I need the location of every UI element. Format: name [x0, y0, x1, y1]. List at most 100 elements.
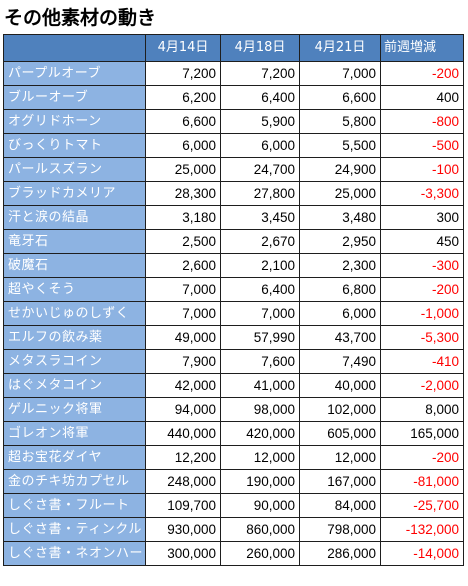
weekly-change-cell: -2,000 — [380, 373, 464, 398]
price-date-3-cell: 84,000 — [299, 493, 381, 518]
price-date-2-cell: 24,700 — [220, 157, 300, 182]
price-date-3-cell: 7,490 — [299, 349, 381, 374]
price-date-1-cell: 6,000 — [145, 133, 221, 158]
header-corner-cell — [3, 34, 146, 62]
item-name-cell: ブラッドカメリア — [3, 181, 146, 206]
price-date-2-cell: 5,900 — [220, 109, 300, 134]
table-row: ゲルニック将軍 94,000 98,000 102,000 8,000 — [3, 397, 464, 422]
price-date-2-cell: 190,000 — [220, 469, 300, 494]
price-date-2-cell: 41,000 — [220, 373, 300, 398]
table-row: 竜牙石 2,500 2,670 2,950 450 — [3, 229, 464, 254]
table-row: ブルーオーブ 6,200 6,400 6,600 400 — [3, 85, 464, 110]
table-row: ブラッドカメリア 28,300 27,800 25,000 -3,300 — [3, 181, 464, 206]
item-name-cell: パールスズラン — [3, 157, 146, 182]
price-date-3-cell: 2,950 — [299, 229, 381, 254]
price-date-2-cell: 27,800 — [220, 181, 300, 206]
price-date-3-cell: 2,300 — [299, 253, 381, 278]
item-name-cell: 超お宝花ダイヤ — [3, 445, 146, 470]
weekly-change-cell: -100 — [380, 157, 464, 182]
price-date-1-cell: 7,000 — [145, 277, 221, 302]
table-row: 金のチキ坊カプセル 248,000 190,000 167,000 -81,000 — [3, 469, 464, 494]
weekly-change-cell: -200 — [380, 277, 464, 302]
price-date-1-cell: 6,200 — [145, 85, 221, 110]
price-date-3-cell: 286,000 — [299, 541, 381, 566]
header-date-3: 4月21日 — [299, 34, 381, 62]
item-name-cell: オグリドホーン — [3, 109, 146, 134]
price-date-2-cell: 2,670 — [220, 229, 300, 254]
weekly-change-cell: -800 — [380, 109, 464, 134]
item-name-cell: ブルーオーブ — [3, 85, 146, 110]
price-date-3-cell: 12,000 — [299, 445, 381, 470]
item-name-cell: 破魔石 — [3, 253, 146, 278]
price-date-3-cell: 43,700 — [299, 325, 381, 350]
weekly-change-cell: 400 — [380, 85, 464, 110]
price-date-1-cell: 7,200 — [145, 61, 221, 86]
price-date-2-cell: 420,000 — [220, 421, 300, 446]
price-date-1-cell: 25,000 — [145, 157, 221, 182]
weekly-change-cell: 300 — [380, 205, 464, 230]
price-date-1-cell: 94,000 — [145, 397, 221, 422]
price-date-3-cell: 40,000 — [299, 373, 381, 398]
weekly-change-cell: 450 — [380, 229, 464, 254]
weekly-change-cell: -200 — [380, 61, 464, 86]
item-name-cell: メタスラコイン — [3, 349, 146, 374]
price-date-1-cell: 300,000 — [145, 541, 221, 566]
table-row: ゴレオン将軍 440,000 420,000 605,000 165,000 — [3, 421, 464, 446]
price-date-2-cell: 7,000 — [220, 301, 300, 326]
price-date-1-cell: 440,000 — [145, 421, 221, 446]
price-date-3-cell: 6,600 — [299, 85, 381, 110]
weekly-change-cell: 165,000 — [380, 421, 464, 446]
table-row: メタスラコイン 7,900 7,600 7,490 -410 — [3, 349, 464, 374]
price-date-1-cell: 7,000 — [145, 301, 221, 326]
weekly-change-cell: -300 — [380, 253, 464, 278]
header-row: 4月14日 4月18日 4月21日 前週増減 — [3, 34, 464, 62]
item-name-cell: せかいじゅのしずく — [3, 301, 146, 326]
price-date-1-cell: 2,600 — [145, 253, 221, 278]
weekly-change-cell: -200 — [380, 445, 464, 470]
item-name-cell: エルフの飲み薬 — [3, 325, 146, 350]
table-row: びっくりトマト 6,000 6,000 5,500 -500 — [3, 133, 464, 158]
weekly-change-cell: -1,000 — [380, 301, 464, 326]
weekly-change-cell: -5,300 — [380, 325, 464, 350]
price-date-1-cell: 7,900 — [145, 349, 221, 374]
item-name-cell: 超やくそう — [3, 277, 146, 302]
price-date-2-cell: 260,000 — [220, 541, 300, 566]
price-date-1-cell: 42,000 — [145, 373, 221, 398]
price-date-2-cell: 2,100 — [220, 253, 300, 278]
weekly-change-cell: -14,000 — [380, 541, 464, 566]
price-date-3-cell: 102,000 — [299, 397, 381, 422]
table-row: 破魔石 2,600 2,100 2,300 -300 — [3, 253, 464, 278]
table-row: 超お宝花ダイヤ 12,200 12,000 12,000 -200 — [3, 445, 464, 470]
price-date-1-cell: 109,700 — [145, 493, 221, 518]
price-date-2-cell: 7,600 — [220, 349, 300, 374]
header-date-1: 4月14日 — [145, 34, 221, 62]
table-row: オグリドホーン 6,600 5,900 5,800 -800 — [3, 109, 464, 134]
price-date-1-cell: 49,000 — [145, 325, 221, 350]
price-date-1-cell: 6,600 — [145, 109, 221, 134]
price-date-3-cell: 167,000 — [299, 469, 381, 494]
price-date-1-cell: 3,180 — [145, 205, 221, 230]
table-row: せかいじゅのしずく 7,000 7,000 6,000 -1,000 — [3, 301, 464, 326]
item-name-cell: しぐさ書・ティンクル — [3, 517, 146, 542]
table-row: しぐさ書・フルート 109,700 90,000 84,000 -25,700 — [3, 493, 464, 518]
price-date-2-cell: 90,000 — [220, 493, 300, 518]
weekly-change-cell: 8,000 — [380, 397, 464, 422]
price-date-2-cell: 6,000 — [220, 133, 300, 158]
price-date-2-cell: 12,000 — [220, 445, 300, 470]
price-date-3-cell: 25,000 — [299, 181, 381, 206]
price-date-3-cell: 798,000 — [299, 517, 381, 542]
weekly-change-cell: -3,300 — [380, 181, 464, 206]
weekly-change-cell: -25,700 — [380, 493, 464, 518]
material-price-table: 4月14日 4月18日 4月21日 前週増減 パープルオーブ 7,200 7,200… — [3, 34, 464, 566]
table-body: パープルオーブ 7,200 7,200 7,000 -200 ブルーオーブ 6,200 6,4… — [3, 61, 464, 566]
price-date-3-cell: 6,000 — [299, 301, 381, 326]
table-row: エルフの飲み薬 49,000 57,990 43,700 -5,300 — [3, 325, 464, 350]
price-date-2-cell: 6,400 — [220, 85, 300, 110]
item-name-cell: はぐメタコイン — [3, 373, 146, 398]
header-weekly-change: 前週増減 — [380, 34, 464, 62]
page-title: その他素材の動き — [4, 7, 157, 29]
table-row: パールスズラン 25,000 24,700 24,900 -100 — [3, 157, 464, 182]
item-name-cell: 竜牙石 — [3, 229, 146, 254]
table-row: しぐさ書・ネオンハート 300,000 260,000 286,000 -14,000 — [3, 541, 464, 566]
price-date-3-cell: 605,000 — [299, 421, 381, 446]
